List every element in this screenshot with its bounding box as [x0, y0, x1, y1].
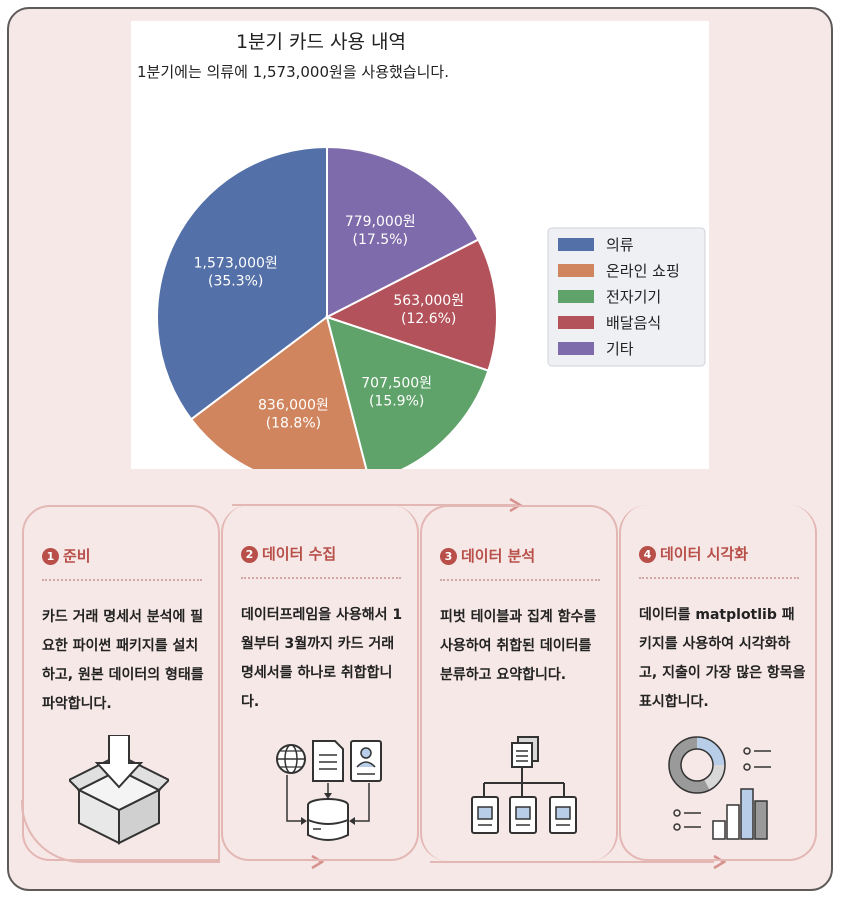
step-2-number: 2 — [241, 546, 258, 563]
step-card-4: 4 데이터 시각화 데이터를 matplotlib 패키지를 사용하여 시각화하고… — [619, 505, 817, 861]
data-merge-icon — [273, 737, 385, 843]
step-3-title-text: 데이터 분석 — [461, 547, 535, 565]
pie-chart: 1,573,000원 (35.3%) 836,000원 (18.8%) 707,500원… — [131, 21, 709, 469]
legend-swatch-4 — [558, 316, 594, 329]
slice-value-label: 779,000원 — [345, 214, 416, 230]
step-4-title-text: 데이터 시각화 — [660, 545, 748, 563]
legend-swatch-2 — [558, 264, 594, 277]
legend-label-5: 기타 — [606, 340, 634, 358]
step-4-divider — [639, 577, 799, 579]
step-3-description: 피벗 테이블과 집계 함수를 사용하여 취합된 데이터를 분류하고 요약합니다. — [440, 603, 608, 690]
step-4-title: 4 데이터 시각화 — [639, 543, 748, 564]
chart-visualization-icon — [667, 733, 783, 843]
step-2-divider — [241, 577, 401, 579]
step-2-title-text: 데이터 수집 — [262, 545, 336, 563]
slice-value-label: 563,000원 — [393, 293, 464, 309]
slice-percent-label: (35.3%) — [208, 273, 263, 289]
step-3-title: 3 데이터 분석 — [440, 545, 535, 566]
slice-percent-label: (17.5%) — [353, 232, 408, 248]
slice-value-label: 707,500원 — [361, 376, 432, 392]
legend-swatch-3 — [558, 290, 594, 303]
step-1-number: 1 — [42, 548, 59, 565]
step-4-description: 데이터를 matplotlib 패키지를 사용하여 시각화하고, 지출이 가장 … — [639, 601, 807, 717]
slice-percent-label: (12.6%) — [401, 311, 456, 327]
legend-swatch-5 — [558, 342, 594, 355]
open-box-download-icon — [69, 735, 169, 845]
step-1-description: 카드 거래 명세서 분석에 필요한 파이썬 패키지를 설치하고, 원본 데이터의… — [42, 603, 210, 719]
step-1-title: 1 준비 — [42, 545, 91, 566]
legend-label-3: 전자기기 — [606, 288, 661, 306]
step-2-description: 데이터프레임을 사용해서 1월부터 3월까지 카드 거래 명세서를 하나로 취합… — [241, 601, 409, 717]
slice-value-label: 1,573,000원 — [194, 255, 278, 271]
step-3-divider — [440, 579, 600, 581]
step-1-divider — [42, 579, 202, 581]
step-2-title: 2 데이터 수집 — [241, 543, 336, 564]
legend-swatch-1 — [558, 238, 594, 251]
slice-percent-label: (15.9%) — [369, 394, 424, 410]
step-card-2: 2 데이터 수집 데이터프레임을 사용해서 1월부터 3월까지 카드 거래 명세서… — [221, 505, 419, 861]
pie-chart-panel: 1분기 카드 사용 내역 1분기에는 의류에 1,573,000원을 사용했습니… — [131, 21, 709, 469]
step-card-1: 1 준비 카드 거래 명세서 분석에 필요한 파이썬 패키지를 설치하고, 원본 … — [22, 505, 220, 861]
legend-label-2: 온라인 쇼핑 — [606, 262, 680, 280]
step-3-number: 3 — [440, 548, 457, 565]
legend-label-4: 배달음식 — [606, 314, 661, 332]
step-1-title-text: 준비 — [63, 547, 91, 565]
slice-percent-label: (18.8%) — [266, 415, 321, 431]
step-card-3: 3 데이터 분석 피벗 테이블과 집계 함수를 사용하여 취합된 데이터를 분류하… — [420, 505, 618, 861]
slice-value-label: 836,000원 — [258, 397, 329, 413]
hierarchy-icon — [470, 733, 582, 845]
legend-label-1: 의류 — [606, 236, 634, 254]
step-4-number: 4 — [639, 546, 656, 563]
